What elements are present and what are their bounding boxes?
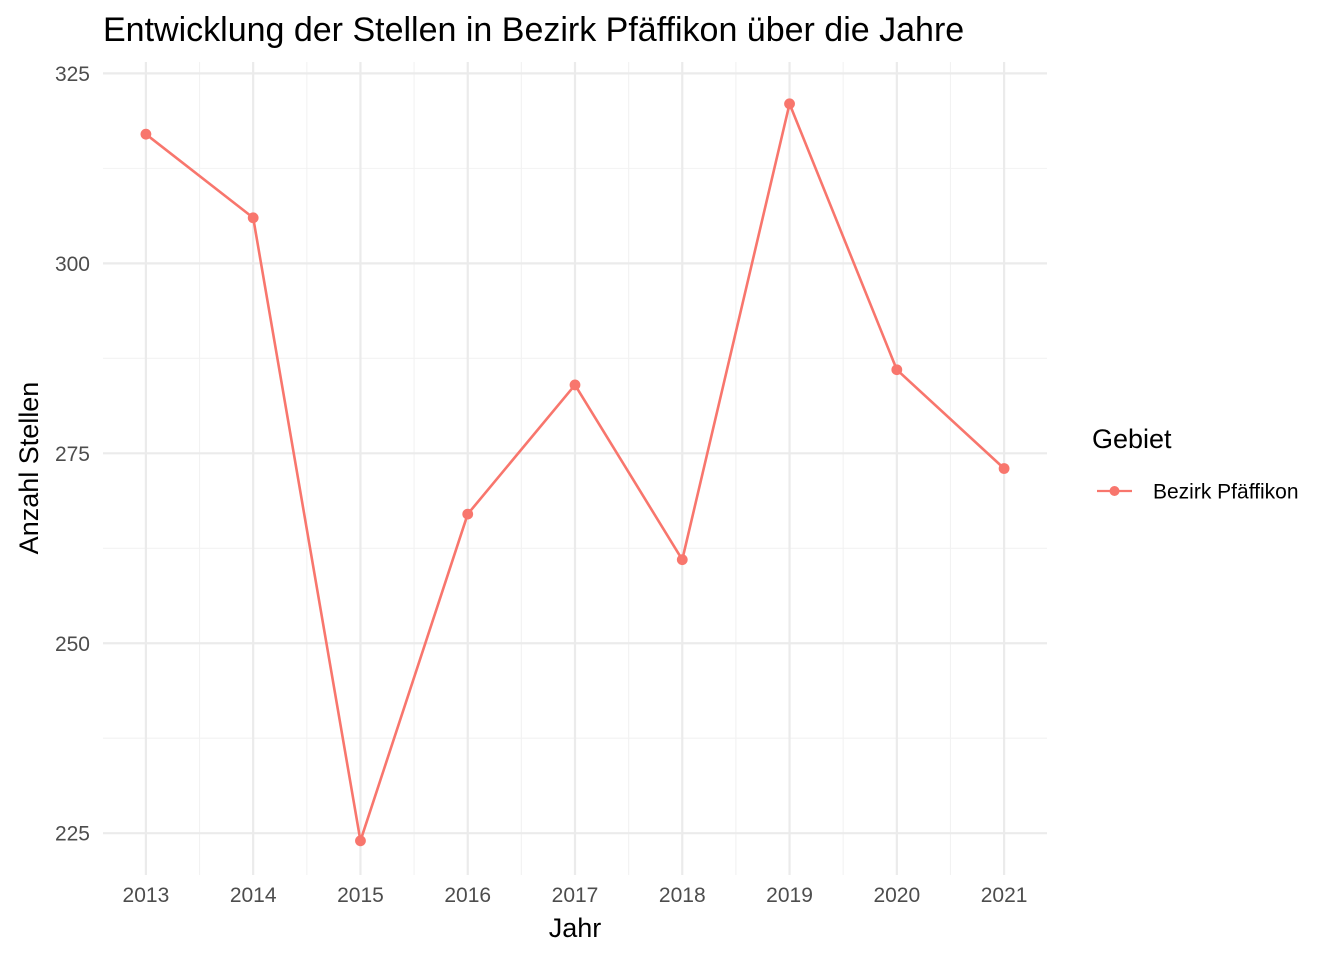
x-tick-label: 2019 bbox=[766, 884, 813, 907]
x-tick-label: 2017 bbox=[552, 884, 599, 907]
data-point bbox=[676, 554, 688, 566]
data-point bbox=[891, 364, 903, 376]
series-points bbox=[140, 98, 1010, 847]
x-tick-label: 2020 bbox=[873, 884, 920, 907]
legend-title: Gebiet bbox=[1092, 424, 1172, 454]
data-point bbox=[140, 128, 152, 140]
x-axis-tick-labels: 2013 2014 2015 2016 2017 2018 2019 2020 2021 bbox=[123, 884, 1028, 907]
x-tick-label: 2015 bbox=[337, 884, 384, 907]
x-axis-title: Jahr bbox=[549, 913, 602, 943]
y-tick-label: 325 bbox=[55, 63, 90, 86]
y-axis-title: Anzahl Stellen bbox=[14, 382, 44, 555]
x-tick-label: 2014 bbox=[230, 884, 277, 907]
x-tick-label: 2016 bbox=[444, 884, 491, 907]
legend-label: Bezirk Pfäffikon bbox=[1153, 481, 1299, 504]
y-tick-label: 225 bbox=[55, 823, 90, 846]
chart-title: Entwicklung der Stellen in Bezirk Pfäffi… bbox=[103, 11, 964, 49]
y-tick-label: 250 bbox=[55, 633, 90, 656]
y-tick-label: 275 bbox=[55, 443, 90, 466]
data-point bbox=[784, 98, 795, 110]
data-point bbox=[569, 379, 581, 391]
data-point bbox=[247, 212, 259, 224]
data-point bbox=[998, 463, 1010, 474]
data-point bbox=[355, 835, 366, 847]
legend-key-point bbox=[1109, 486, 1120, 496]
x-tick-label: 2013 bbox=[123, 884, 170, 907]
minor-gridlines bbox=[103, 62, 1047, 875]
major-gridlines bbox=[103, 62, 1047, 875]
legend: Gebiet Bezirk Pfäffikon bbox=[1092, 424, 1299, 504]
y-tick-label: 300 bbox=[55, 253, 90, 276]
x-tick-label: 2018 bbox=[659, 884, 706, 907]
y-axis-tick-labels: 225 250 275 300 325 bbox=[55, 63, 90, 846]
x-tick-label: 2021 bbox=[981, 884, 1028, 907]
data-point bbox=[462, 508, 474, 520]
